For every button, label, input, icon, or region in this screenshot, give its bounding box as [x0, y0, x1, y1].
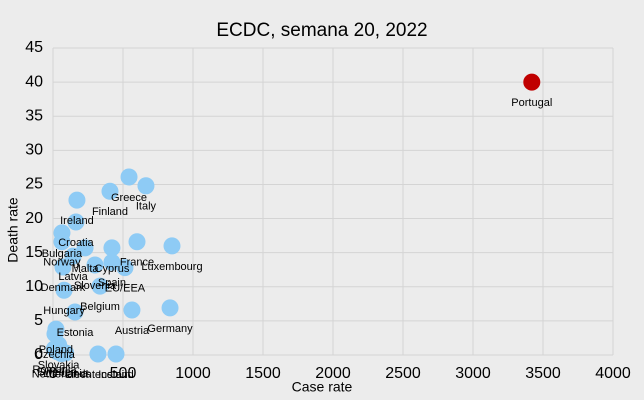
point [66, 303, 84, 321]
point-label: Greece [111, 192, 147, 204]
point-label: Denmark [41, 282, 86, 294]
point [116, 259, 134, 277]
point-label: Liechtenstein [66, 369, 131, 381]
point-label: Slovenia [74, 280, 117, 292]
x-axis-label: Case rate [292, 379, 353, 395]
y-tick-label: 25 [25, 176, 43, 193]
y-tick-label: 10 [25, 278, 43, 295]
y-tick-label: 20 [25, 210, 43, 227]
x-tick-label: 1500 [245, 365, 281, 382]
point [128, 233, 146, 251]
point [161, 299, 179, 317]
y-tick-label: 35 [25, 107, 43, 124]
point-label: Finland [92, 206, 128, 218]
point [86, 256, 104, 274]
point-label: EU/EEA [105, 283, 146, 295]
point [53, 233, 71, 251]
x-tick-label: 3500 [525, 365, 561, 382]
point-label: Austria [115, 325, 150, 337]
x-tick-label: 0 [49, 365, 58, 382]
point-label: Romania [32, 364, 77, 376]
x-tick-label: 1000 [175, 365, 211, 382]
point [120, 168, 138, 186]
point-label: Norway [43, 257, 81, 269]
point-label: Poland [39, 344, 73, 356]
x-tick-label: 3000 [455, 365, 491, 382]
point-label: Lithuania [43, 368, 89, 380]
y-tick-label: 0 [34, 346, 43, 363]
y-tick-label: 30 [25, 142, 43, 159]
y-tick-label: 45 [25, 39, 43, 56]
y-tick-label: 15 [25, 244, 43, 261]
point-label: Ireland [60, 215, 94, 227]
point [89, 345, 107, 363]
point-label: Croatia [58, 237, 94, 249]
point-label: Iceland [98, 369, 133, 381]
point [123, 301, 141, 319]
point [101, 182, 119, 200]
point-label: Hungary [43, 305, 85, 317]
point [91, 277, 109, 295]
x-tick-label: 4000 [595, 365, 631, 382]
y-tick-label: 40 [25, 73, 43, 90]
x-tick-label: 2500 [385, 365, 421, 382]
y-tick-label: 5 [34, 312, 43, 329]
point-label: Portugal [511, 97, 552, 109]
point [103, 239, 121, 257]
point-label: Sweden [37, 366, 77, 378]
point-label: Malta [72, 263, 100, 275]
point [57, 344, 75, 362]
x-tick-label: 500 [110, 365, 137, 382]
point [163, 237, 181, 255]
point-label: Bulgaria [42, 248, 83, 260]
point-label: Estonia [57, 327, 95, 339]
point-label: Italy [136, 201, 157, 213]
point [76, 239, 94, 257]
point-label: France [120, 257, 154, 269]
x-tick-label: 2000 [315, 365, 351, 382]
point-label: Luxembourg [141, 261, 202, 273]
y-axis-label: Death rate [5, 197, 21, 263]
point [523, 73, 541, 91]
point-label: Latvia [58, 271, 88, 283]
point [137, 177, 155, 195]
point [67, 213, 85, 231]
point-label: Belgium [80, 301, 120, 313]
point [64, 247, 82, 265]
point [54, 258, 72, 276]
chart-title: ECDC, semana 20, 2022 [216, 20, 427, 41]
point-label: Netherlands [32, 369, 92, 381]
point-label: Spain [98, 277, 126, 289]
point-label: Slovakia [38, 360, 80, 372]
point [107, 345, 125, 363]
point-label: Cyprus [95, 263, 130, 275]
point [55, 281, 73, 299]
point-label: Czechia [35, 349, 76, 361]
point-label: Germany [147, 323, 193, 335]
point [68, 191, 86, 209]
